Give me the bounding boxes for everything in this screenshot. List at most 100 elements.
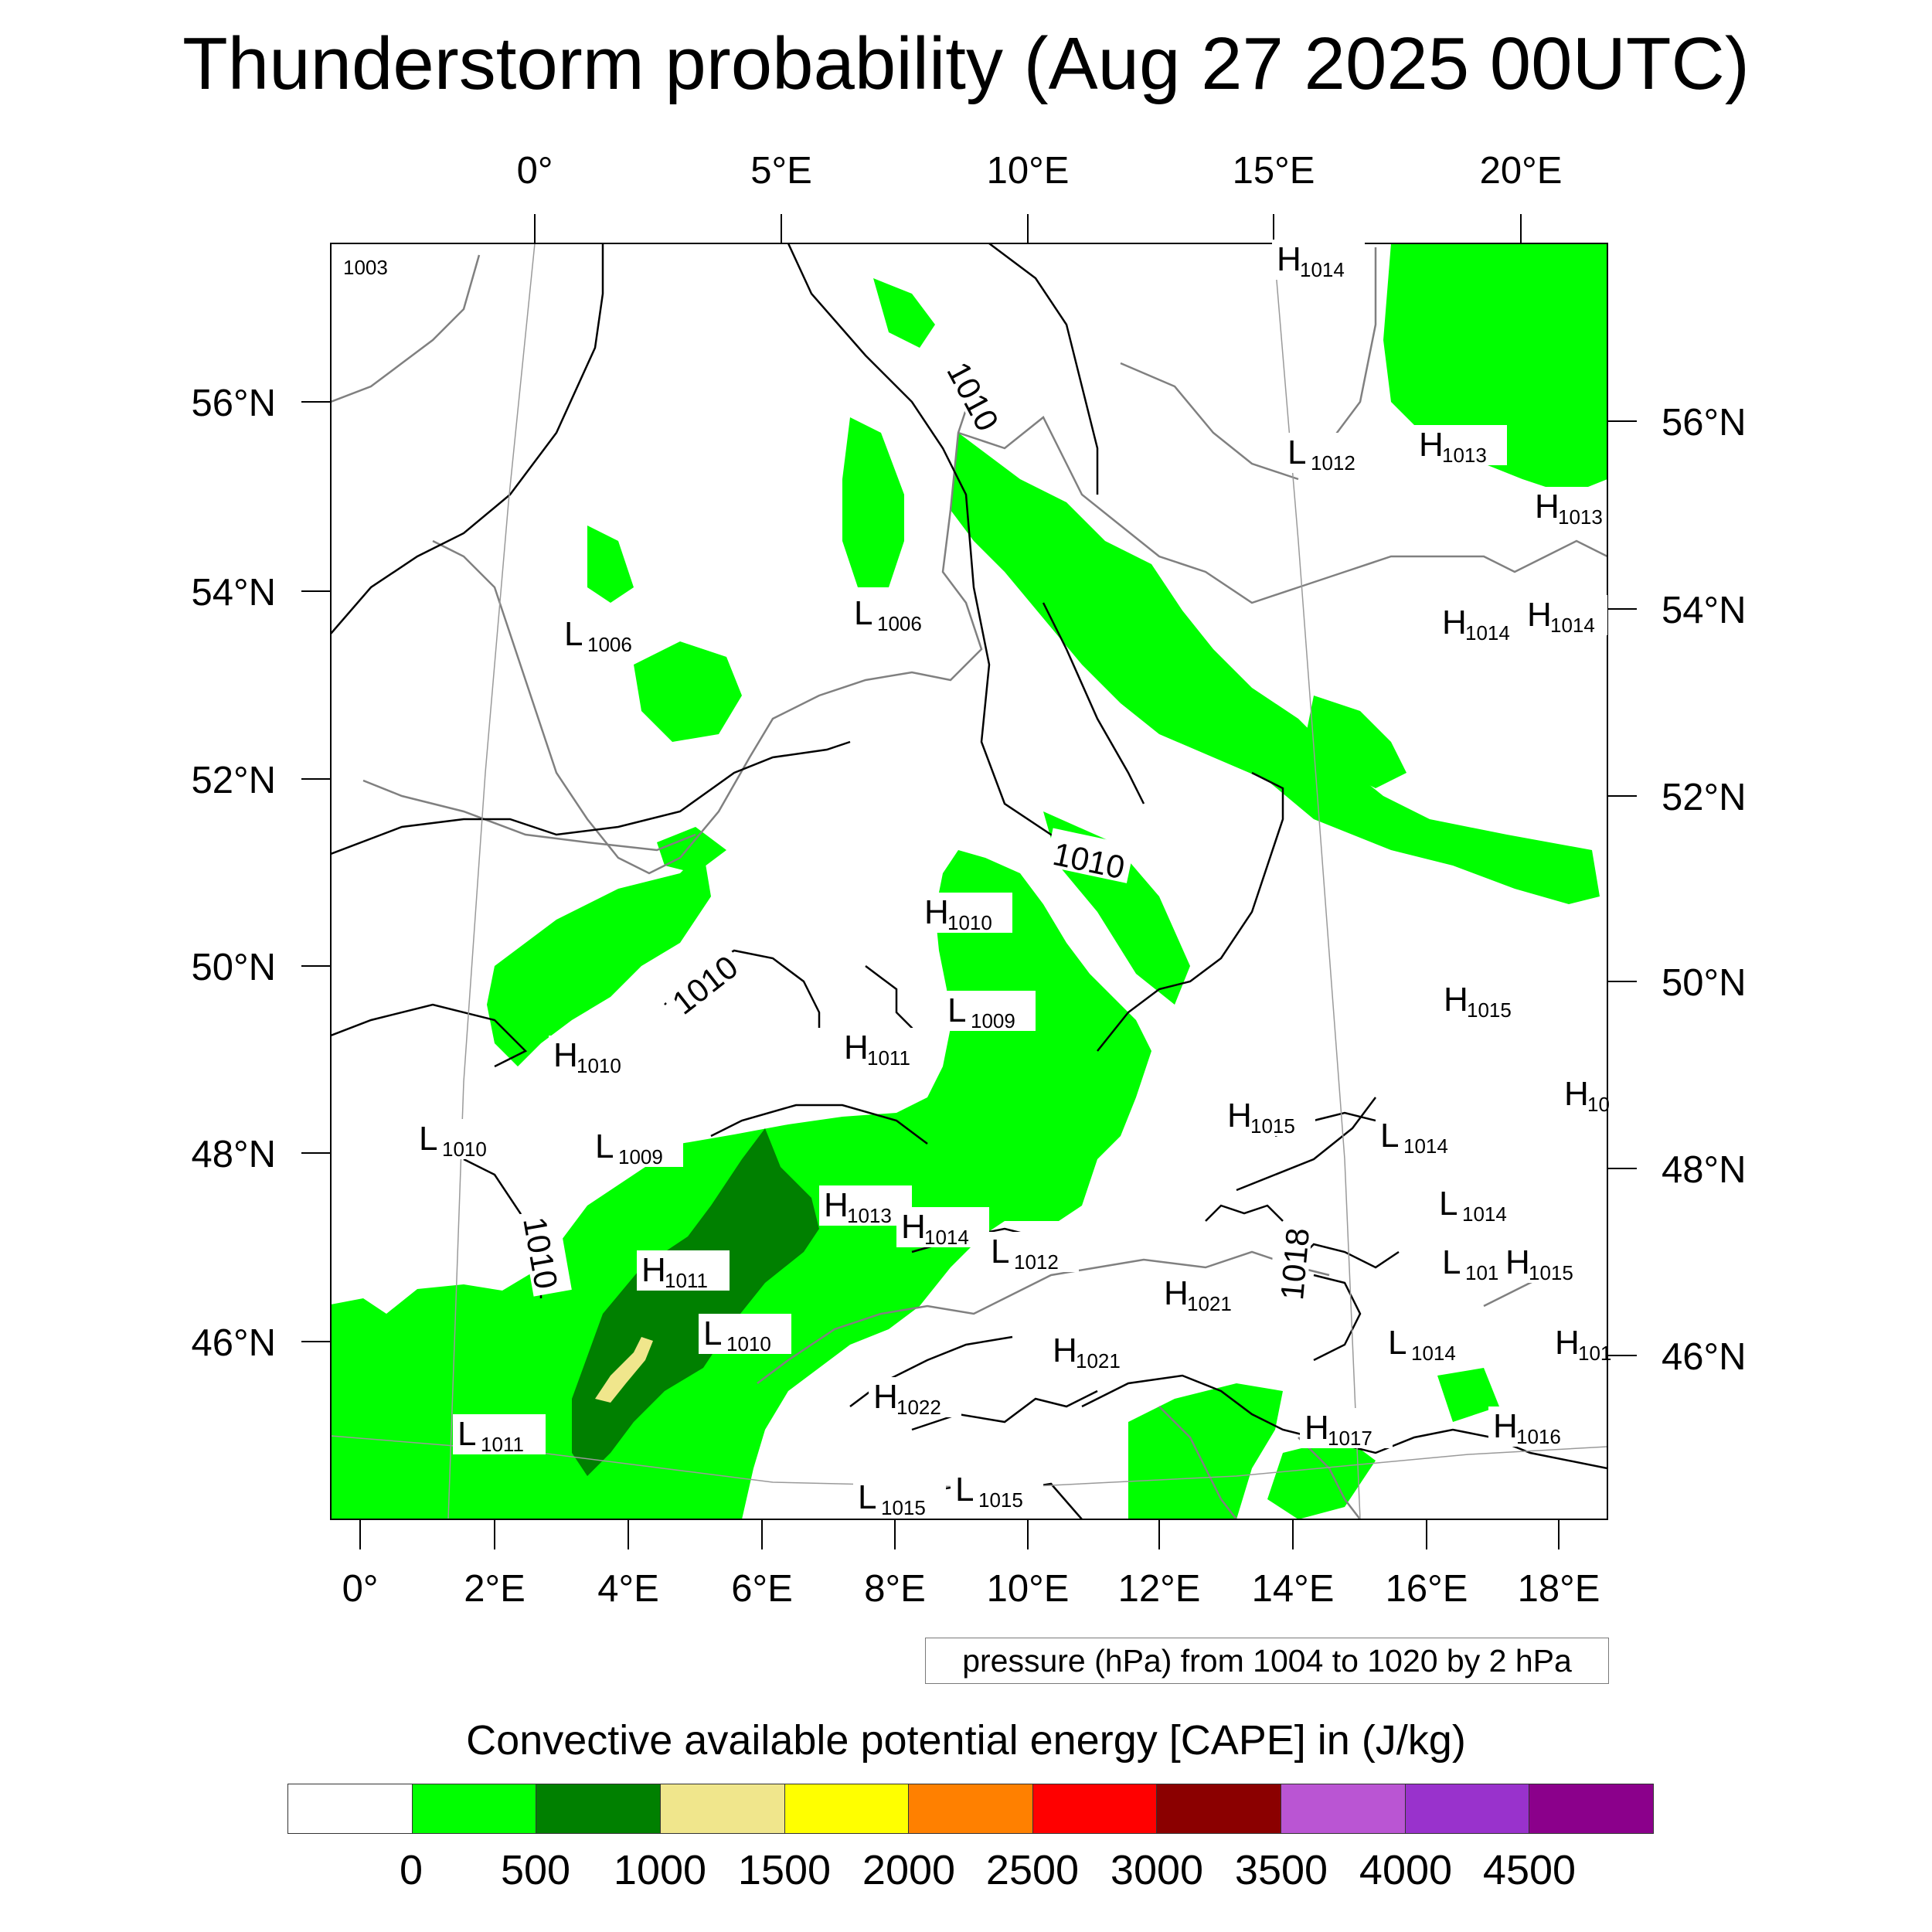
left-lat-label: 48°N [192, 1134, 276, 1175]
cape-area-dark-green [572, 1128, 819, 1476]
svg-text:1021: 1021 [1187, 1292, 1232, 1315]
svg-text:1013: 1013 [1558, 505, 1603, 529]
pressure-center: L 1015 [951, 1470, 1043, 1512]
svg-text:H: H [1493, 1407, 1518, 1445]
pressure-center: L 1009 [943, 991, 1036, 1032]
colorbar-tick-label: 4000 [1359, 1847, 1453, 1893]
pressure-center: L 1015 [853, 1478, 946, 1519]
top-lon-label: 15°E [1233, 150, 1315, 192]
svg-text:L: L [457, 1415, 476, 1453]
bottom-lon-label: 6°E [731, 1568, 793, 1610]
colorbar [287, 1784, 1654, 1834]
svg-text:1017: 1017 [1328, 1427, 1372, 1450]
left-lat-labels: 56°N 54°N 52°N 50°N 48°N 46°N [192, 383, 276, 1364]
bottom-lon-label: 0° [342, 1568, 379, 1610]
svg-text:1015: 1015 [1529, 1261, 1573, 1284]
right-lat-label: 54°N [1662, 590, 1746, 631]
svg-text:L: L [419, 1120, 437, 1158]
svg-text:1014: 1014 [1550, 614, 1595, 637]
svg-text:H: H [1505, 1243, 1530, 1281]
svg-text:H: H [1555, 1324, 1580, 1362]
pressure-center: L 1014 [1376, 1116, 1468, 1158]
cape-area-khaki [595, 1337, 653, 1403]
svg-text:H: H [924, 893, 949, 931]
pressure-center: L 1012 [1283, 433, 1376, 474]
svg-text:1012: 1012 [1311, 451, 1355, 474]
svg-text:H: H [1419, 426, 1444, 464]
svg-text:1015: 1015 [1250, 1114, 1295, 1138]
right-lat-label: 52°N [1662, 777, 1746, 818]
svg-text:L: L [947, 992, 966, 1029]
svg-text:L: L [858, 1478, 876, 1516]
svg-text:1009: 1009 [618, 1145, 663, 1168]
pressure-center: L 1011 [453, 1414, 546, 1456]
svg-text:H: H [1535, 488, 1560, 526]
svg-text:1012: 1012 [1014, 1250, 1059, 1274]
cape-area-north-sea [587, 526, 634, 603]
svg-text:1016: 1016 [1516, 1425, 1561, 1448]
right-lat-label: 48°N [1662, 1149, 1746, 1191]
cape-area-north [873, 278, 935, 348]
cape-area-alps-south [1128, 1383, 1283, 1519]
svg-text:101: 101 [1465, 1261, 1498, 1284]
svg-text:L: L [595, 1128, 614, 1165]
bottom-ticks [359, 1519, 1560, 1549]
right-lat-label: 46°N [1662, 1336, 1746, 1378]
bottom-lon-labels: 0° 2°E 4°E 6°E 8°E 10°E 12°E 14°E 16°E 1… [342, 1568, 1600, 1610]
colorbar-tick-label: 0 [399, 1847, 423, 1893]
map-frame [330, 243, 1608, 1520]
svg-text:L: L [564, 615, 583, 653]
svg-text:L: L [1439, 1185, 1458, 1223]
pressure-center: L 1014 [1383, 1323, 1476, 1365]
cape-area-channel [487, 850, 711, 1066]
colorbar-segment [784, 1784, 910, 1833]
cape-area-balkan [1437, 1368, 1499, 1422]
left-ticks [301, 401, 331, 1342]
svg-text:1010: 1010 [947, 911, 992, 934]
cape-area-adriatic [1267, 1437, 1376, 1519]
top-lon-labels: 0° 5°E 10°E 15°E 20°E [517, 150, 1563, 192]
svg-text:101: 101 [1578, 1342, 1611, 1365]
svg-text:H: H [1527, 596, 1552, 634]
colorbar-segment [536, 1784, 661, 1833]
svg-text:H: H [1277, 240, 1301, 278]
svg-text:L: L [955, 1471, 974, 1509]
svg-text:1006: 1006 [877, 612, 922, 635]
svg-text:H: H [1053, 1332, 1077, 1369]
right-lat-label: 50°N [1662, 962, 1746, 1004]
svg-text:H: H [873, 1378, 898, 1416]
cape-area-netherlands [634, 641, 742, 742]
bottom-lon-label: 12°E [1118, 1568, 1201, 1610]
colorbar-segment [412, 1784, 537, 1833]
isobar-label: 1018 [1274, 1226, 1316, 1301]
svg-text:L: L [703, 1315, 722, 1352]
colorbar-segment [1405, 1784, 1530, 1833]
bottom-lon-label: 18°E [1518, 1568, 1600, 1610]
left-lat-label: 56°N [192, 383, 276, 424]
colorbar-tick-label: 3500 [1234, 1847, 1328, 1893]
svg-text:L: L [854, 594, 872, 632]
svg-text:H: H [1164, 1274, 1189, 1312]
left-lat-label: 50°N [192, 947, 276, 988]
bottom-lon-label: 8°E [864, 1568, 926, 1610]
colorbar-tick-label: 2000 [862, 1847, 956, 1893]
pressure-center: L 101 [1437, 1243, 1512, 1284]
top-lon-label: 0° [517, 150, 553, 192]
pressure-center: L 1014 [1434, 1184, 1527, 1226]
left-lat-label: 46°N [192, 1322, 276, 1364]
cape-area-uk-south [657, 827, 726, 873]
svg-text:H: H [844, 1029, 869, 1066]
